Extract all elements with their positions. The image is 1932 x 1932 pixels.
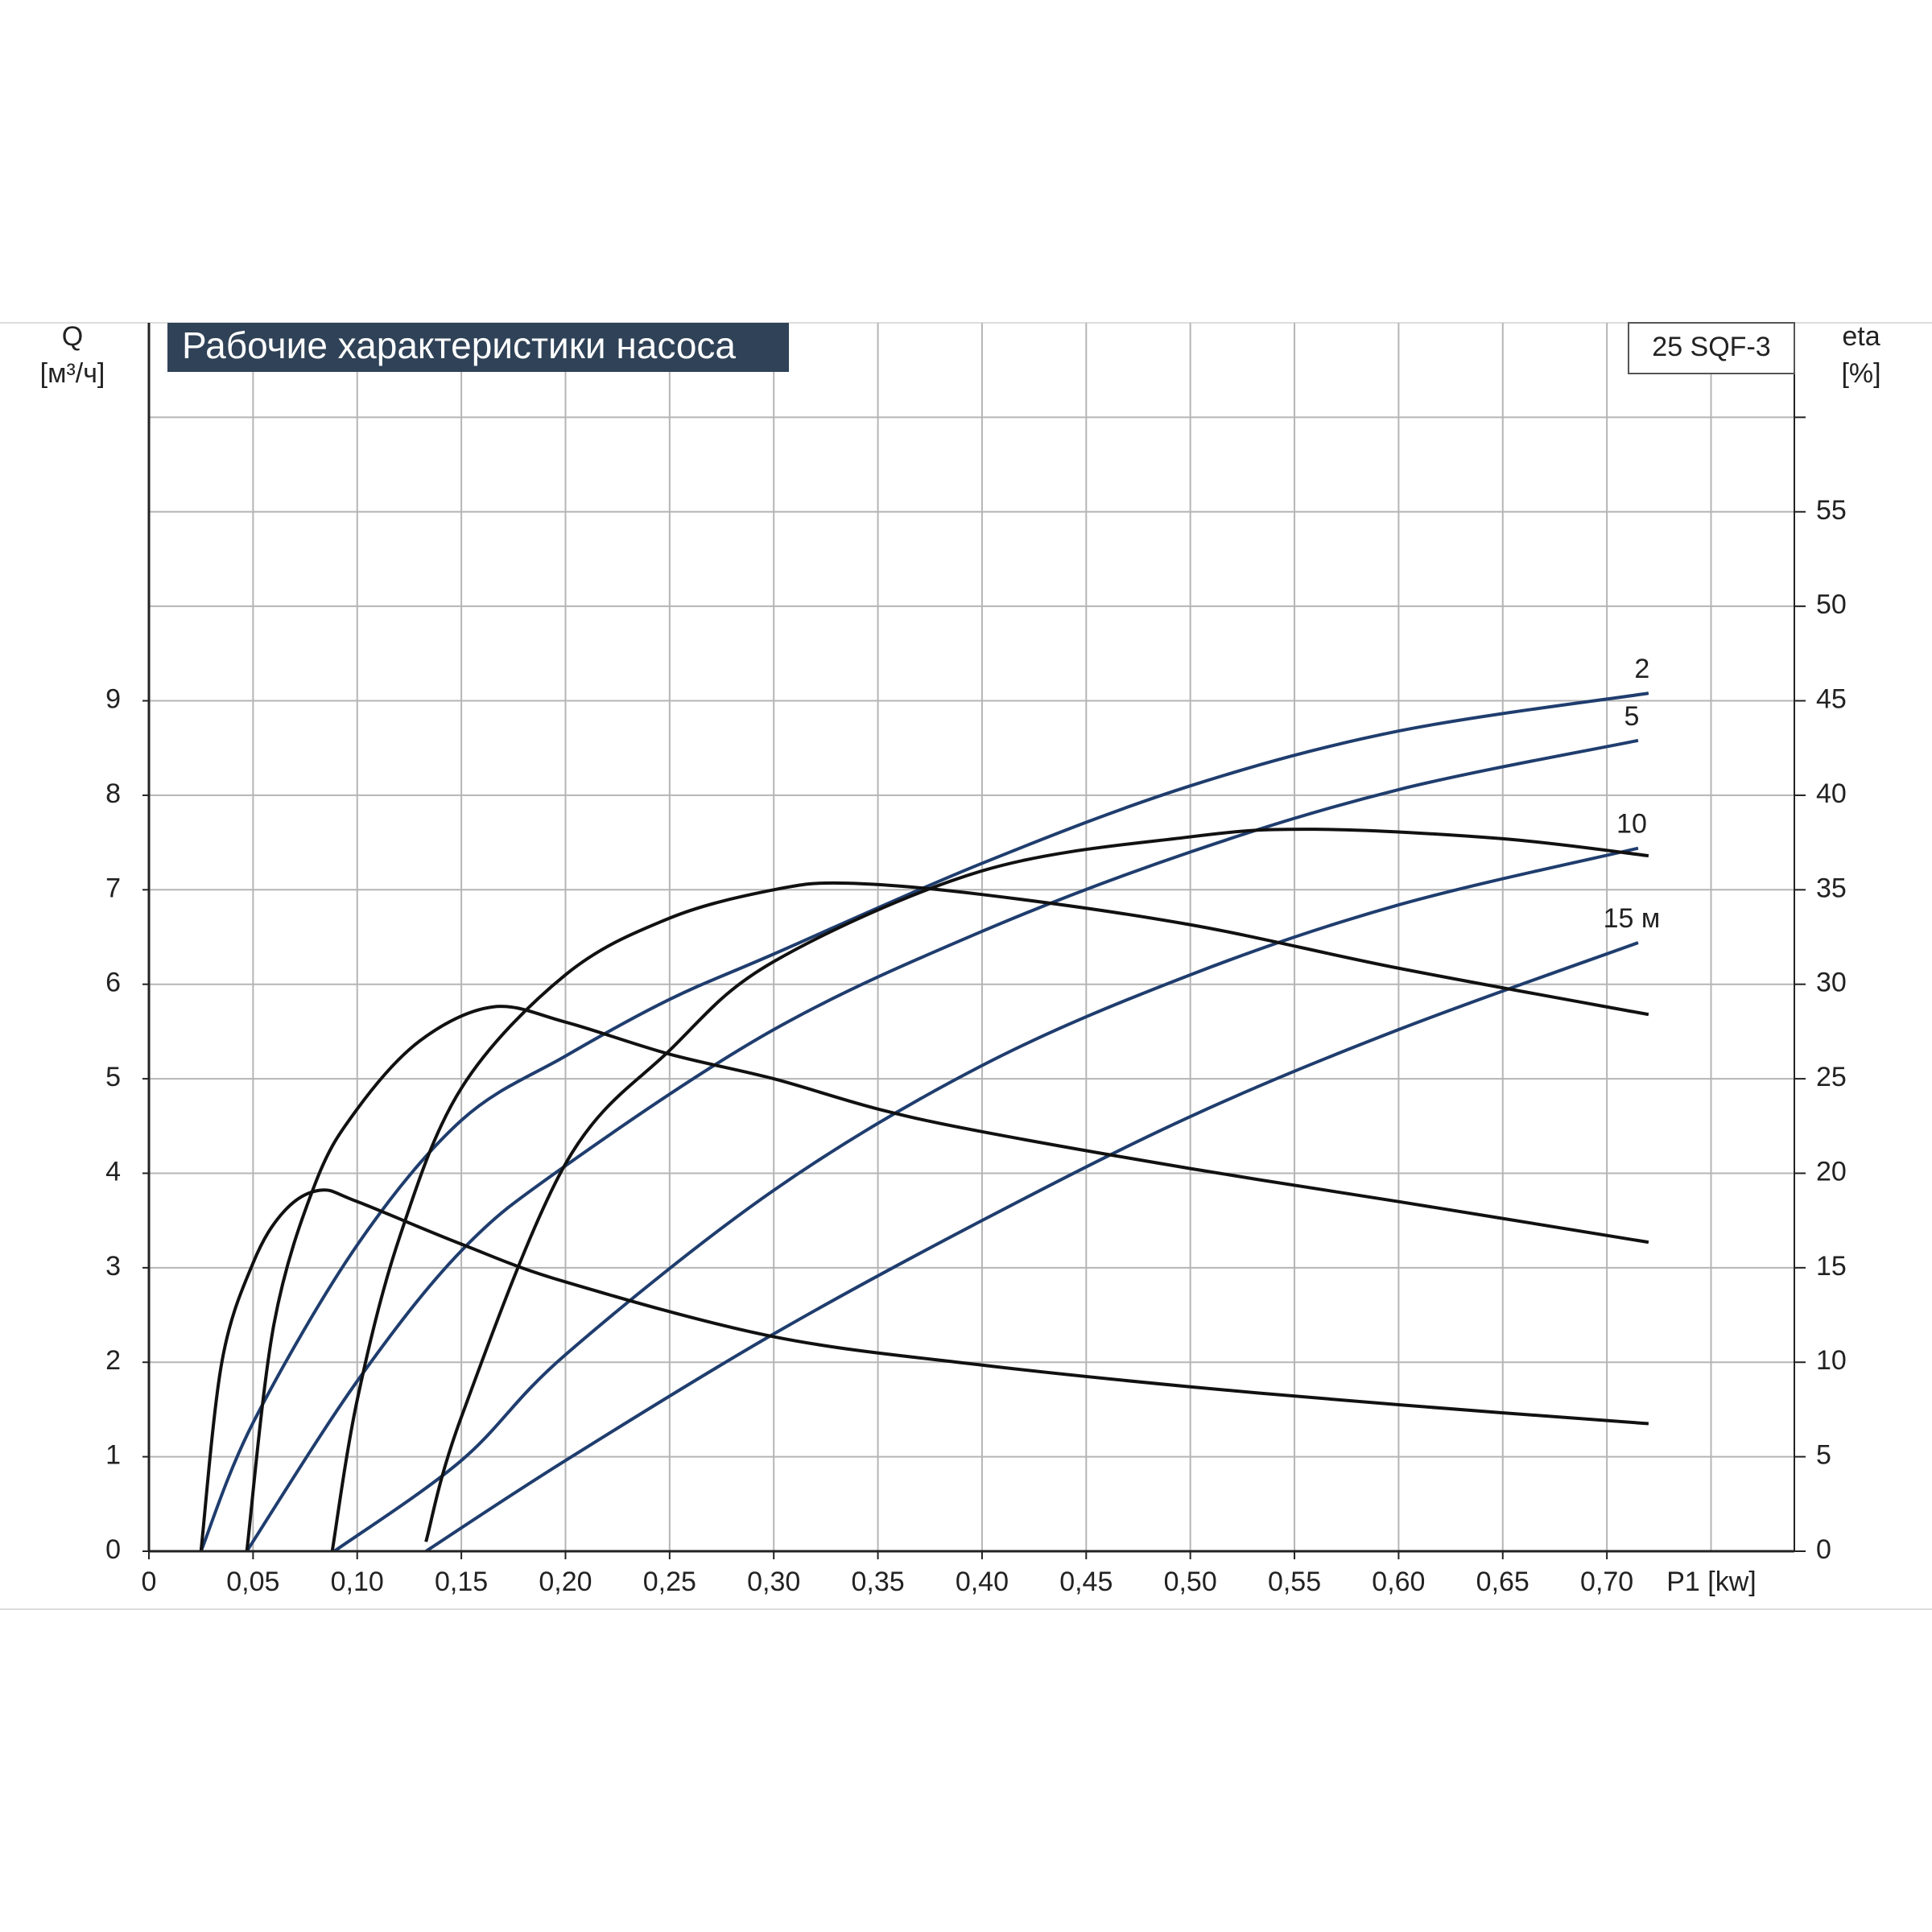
y2-tick-label: 0	[1816, 1534, 1831, 1565]
y-tick-label: 1	[105, 1440, 121, 1471]
y-tick-label: 3	[105, 1251, 121, 1282]
title-box	[167, 323, 789, 372]
curve-label: 10	[1616, 809, 1647, 840]
curve	[199, 1188, 1649, 1552]
curve	[245, 738, 1639, 1553]
x-tick-label: 0,25	[643, 1567, 696, 1597]
curve	[425, 941, 1639, 1553]
axes: 0 0,05 0,10 0,15 0,20 0,25 0,30 0,35 0,40 0,45 0,5…	[105, 323, 1847, 1597]
y2-tick-label: 55	[1816, 495, 1847, 526]
y-tick-label: 2	[105, 1345, 121, 1376]
y-axis-unit: [м³/ч]	[40, 358, 105, 389]
y2-tick-label: 30	[1816, 968, 1847, 998]
curve	[245, 1005, 1649, 1552]
model-box	[1628, 322, 1795, 374]
y2-tick-label: 15	[1816, 1251, 1847, 1282]
x-tick-label: 0,20	[539, 1567, 592, 1597]
y2-tick-label: 50	[1816, 589, 1847, 620]
curve	[199, 691, 1649, 1552]
x-tick-label: 0,70	[1580, 1567, 1633, 1597]
x-tick-label: 0,40	[956, 1567, 1009, 1597]
y2-tick-label: 20	[1816, 1156, 1847, 1187]
x-tick-label: 0,05	[226, 1567, 279, 1597]
curve-label: 15 м	[1604, 903, 1661, 934]
y2-tick-label: 25	[1816, 1062, 1847, 1092]
y-tick-label: 0	[105, 1534, 121, 1565]
y-tick-label: 5	[105, 1062, 121, 1092]
y2-tick-label: 35	[1816, 873, 1847, 903]
curve	[330, 881, 1649, 1552]
x-tick-label: 0,10	[331, 1567, 384, 1597]
y2-axis-label: eta	[1842, 321, 1880, 352]
x-tick-label: 0,30	[747, 1567, 800, 1597]
y-tick-label: 7	[105, 873, 121, 903]
y2-tick-label: 10	[1816, 1345, 1847, 1376]
x-tick-label: 0,60	[1372, 1567, 1425, 1597]
y2-tick-label: 5	[1816, 1440, 1831, 1471]
model-label: 25 SQF-3	[1652, 332, 1770, 362]
y-tick-label: 8	[105, 778, 121, 809]
y2-tick-label: 45	[1816, 684, 1847, 715]
x-tick-label: 0,15	[435, 1567, 488, 1597]
x-tick-label: 0,45	[1059, 1567, 1113, 1597]
y-tick-label: 4	[105, 1156, 121, 1187]
y-tick-label: 6	[105, 968, 121, 998]
curve	[424, 828, 1649, 1542]
chart-title: Рабочие характеристики насоса	[182, 324, 736, 366]
x-tick-label: 0	[142, 1567, 157, 1597]
curve	[333, 846, 1639, 1553]
curve-label: 5	[1624, 701, 1639, 732]
x-tick-label: 0,55	[1268, 1567, 1321, 1597]
curves: 2 5 10 15 м	[199, 654, 1661, 1553]
y-axis-label: Q	[62, 321, 83, 352]
y2-tick-label: 40	[1816, 778, 1847, 809]
y-tick-label: 9	[105, 684, 121, 715]
x-axis-label: P1 [kw]	[1666, 1567, 1756, 1597]
curve-label: 2	[1634, 654, 1649, 684]
x-tick-label: 0,65	[1476, 1567, 1530, 1597]
x-tick-label: 0,50	[1164, 1567, 1217, 1597]
y2-axis-unit: [%]	[1841, 358, 1880, 389]
x-tick-label: 0,35	[851, 1567, 904, 1597]
